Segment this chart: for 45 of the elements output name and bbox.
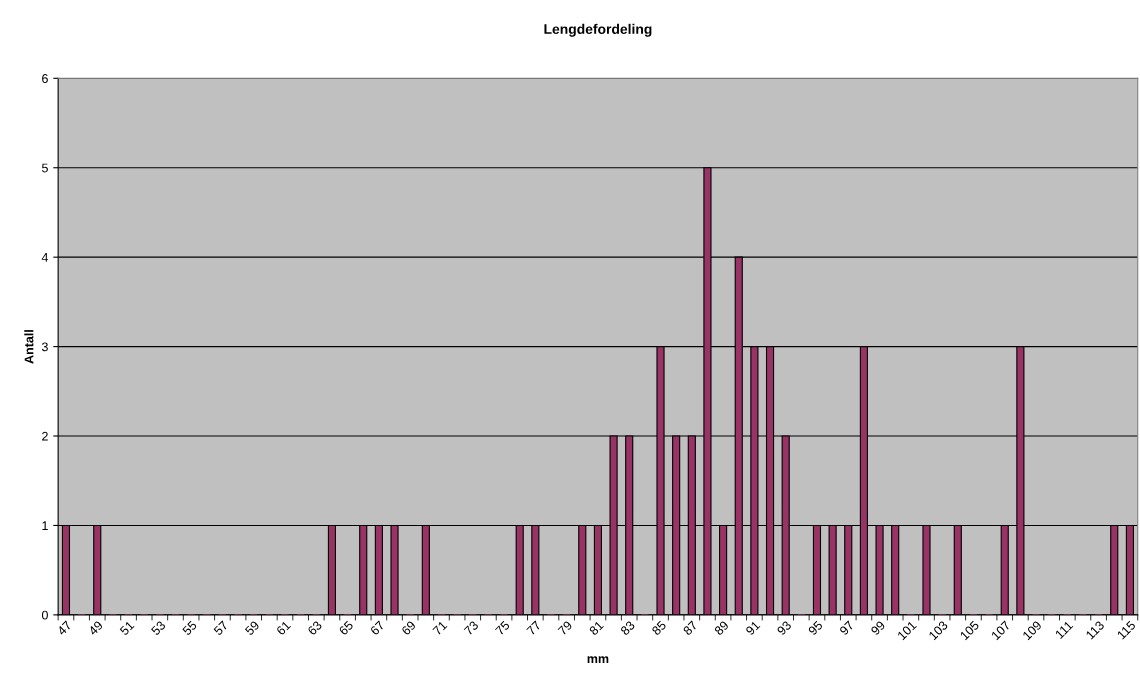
x-tick-label: 97 [839, 620, 855, 636]
x-tick-label: 115 [1116, 620, 1137, 640]
x-tick-label: 75 [495, 620, 511, 636]
x-tick-label: 69 [401, 620, 417, 636]
x-tick-label: 63 [307, 620, 323, 636]
x-tick-label: 57 [213, 620, 229, 636]
x-tick-label: 47 [56, 620, 72, 636]
y-tick-label: 5 [41, 163, 48, 173]
x-tick-label: 77 [526, 620, 542, 636]
x-tick-label: 73 [463, 620, 479, 636]
x-tick-label: 83 [620, 620, 636, 636]
y-axis-title: Antall [24, 330, 34, 364]
x-tick-label: 93 [776, 620, 792, 636]
x-tick-label: 53 [150, 620, 166, 636]
x-tick-label: 91 [745, 620, 761, 636]
x-tick-label: 95 [807, 620, 824, 636]
x-tick-label: 71 [432, 620, 448, 636]
x-tick-label: 111 [1054, 620, 1074, 639]
x-tick-label: 89 [713, 620, 730, 636]
y-tick-label: 0 [41, 610, 48, 620]
x-tick-label: 61 [275, 620, 292, 636]
x-tick-label: 85 [651, 620, 667, 636]
x-axis-title: mm [587, 656, 609, 663]
chart-title: Lengdefordeling [544, 23, 652, 37]
y-tick-label: 2 [42, 431, 48, 441]
x-tick-label: 55 [181, 620, 198, 636]
x-tick-label: 67 [369, 620, 385, 636]
x-tick-label: 103 [928, 620, 949, 641]
y-tick-label: 4 [41, 253, 49, 262]
y-tick-label: 6 [42, 74, 48, 83]
x-tick-label: 65 [338, 620, 354, 636]
x-tick-label: 87 [682, 620, 698, 636]
x-tick-label: 99 [870, 620, 886, 636]
x-tick-label: 105 [959, 620, 980, 641]
x-tick-label: 107 [990, 620, 1011, 641]
x-tick-label: 49 [87, 620, 104, 636]
x-tick-label: 51 [119, 620, 135, 636]
x-tick-label: 59 [244, 620, 260, 636]
y-tick-label: 1 [42, 521, 48, 530]
x-tick-label: 79 [557, 620, 573, 636]
x-tick-label: 101 [897, 620, 917, 641]
y-tick-label: 3 [41, 342, 48, 352]
x-tick-label: 113 [1085, 620, 1105, 640]
x-tick-label: 109 [1022, 620, 1043, 641]
x-tick-label: 81 [588, 620, 604, 636]
